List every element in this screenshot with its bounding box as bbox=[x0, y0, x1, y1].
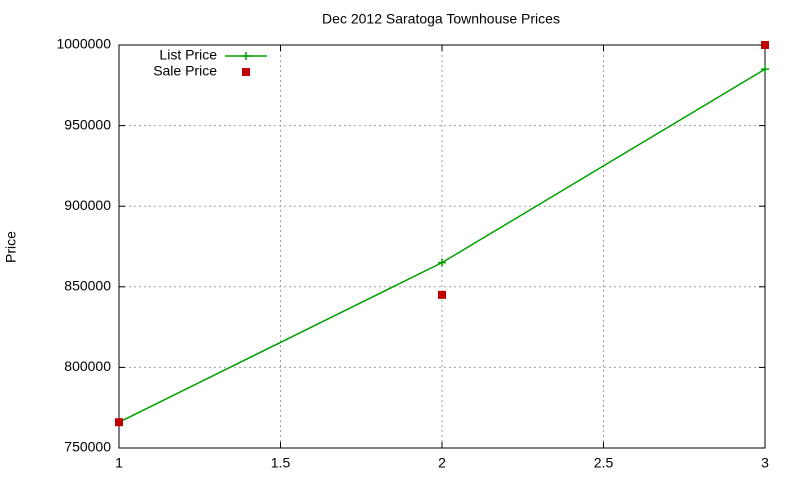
legend-label: Sale Price bbox=[153, 63, 217, 79]
plus-marker bbox=[242, 52, 250, 60]
x-tick-label: 2 bbox=[438, 455, 446, 471]
square-marker bbox=[115, 418, 123, 427]
legend-label: List Price bbox=[159, 47, 217, 63]
square-marker bbox=[242, 68, 250, 76]
y-axis-label: Price bbox=[3, 231, 19, 263]
plus-marker bbox=[761, 65, 769, 74]
square-marker bbox=[761, 41, 769, 49]
x-tick-label: 3 bbox=[761, 455, 769, 471]
plus-marker bbox=[438, 258, 446, 267]
square-marker bbox=[438, 290, 446, 299]
y-tick-label: 950000 bbox=[64, 116, 111, 132]
x-tick-label: 1.5 bbox=[271, 455, 291, 471]
y-tick-label: 850000 bbox=[64, 278, 111, 294]
plot-border bbox=[118, 44, 766, 449]
y-tick-label: 750000 bbox=[64, 439, 111, 455]
chart-title: Dec 2012 Saratoga Townhouse Prices bbox=[322, 11, 560, 27]
y-tick-label: 900000 bbox=[64, 197, 111, 213]
y-tick-label: 1000000 bbox=[56, 36, 111, 52]
y-tick-label: 800000 bbox=[64, 358, 111, 374]
x-tick-label: 1 bbox=[115, 455, 123, 471]
x-tick-label: 2.5 bbox=[594, 455, 614, 471]
